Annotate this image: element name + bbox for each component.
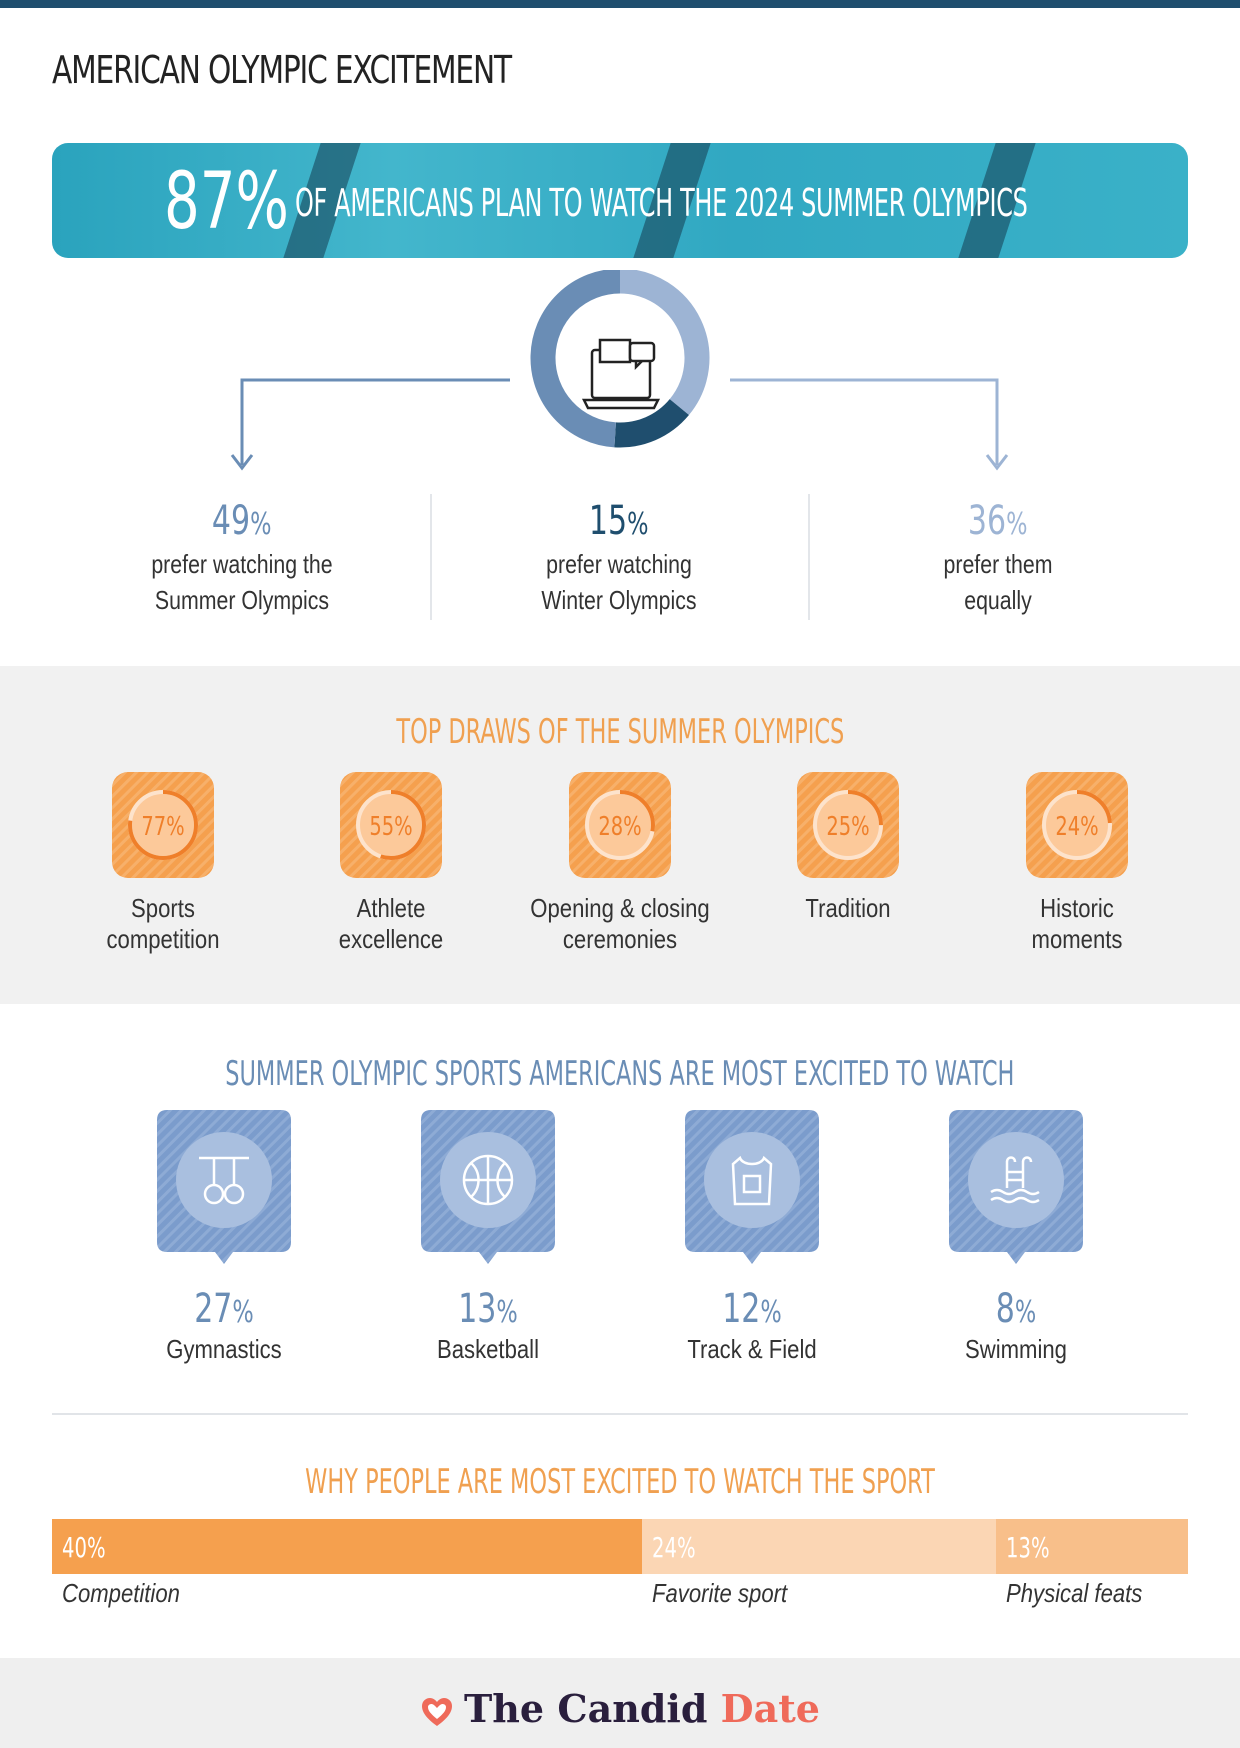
draw-progress-ring	[1042, 790, 1112, 860]
sport-item: 13% Basketball	[368, 1110, 608, 1365]
right-arrow-head	[985, 454, 1009, 471]
footer	[0, 1658, 1240, 1748]
draw-progress-ring	[356, 790, 426, 860]
draw-pct: 77%	[141, 812, 184, 841]
draw-pct: 28%	[598, 812, 641, 841]
sport-item: 12% Track & Field	[632, 1110, 872, 1365]
right-arrow-line	[730, 378, 999, 465]
draw-badge: 77%	[112, 772, 214, 878]
pref-label: prefer watching Winter Olympics	[541, 549, 697, 615]
sport-label: Gymnastics	[166, 1334, 282, 1364]
pref-value: 49%	[212, 498, 272, 544]
divider	[430, 494, 432, 620]
divider	[808, 494, 810, 620]
preference-donut-chart	[230, 270, 1009, 471]
jersey-icon	[731, 1155, 773, 1206]
draw-label: Athlete excellence	[338, 893, 444, 954]
draw-badge: 24%	[1026, 772, 1128, 878]
why-bar-segment: 24%	[642, 1519, 996, 1574]
top-draw-item: 55% Athlete excellence	[276, 772, 506, 955]
donut-group	[530, 270, 710, 448]
top-draw-item: 77% Sports competition	[48, 772, 278, 955]
pref-summer: 49% prefer watching the Summer Olympics	[82, 498, 402, 618]
donut-slice	[614, 398, 689, 448]
sport-label: Track & Field	[687, 1334, 817, 1364]
draw-label: Tradition	[805, 893, 891, 923]
sport-item: 27% Gymnastics	[104, 1110, 344, 1365]
why-bar-value: 24%	[652, 1531, 696, 1564]
sport-item: 8% Swimming	[896, 1110, 1136, 1365]
sport-label: Swimming	[965, 1334, 1067, 1364]
divider	[52, 1413, 1188, 1415]
basketball-icon	[462, 1154, 514, 1206]
headline-percent: 87%	[164, 157, 289, 247]
left-arrow-line	[240, 378, 510, 465]
draw-pct: 24%	[1055, 812, 1098, 841]
draw-badge: 25%	[797, 772, 899, 878]
why-bar-label: Favorite sport	[652, 1578, 788, 1608]
draw-progress-ring	[128, 790, 198, 860]
page-title: AMERICAN OLYMPIC EXCITEMENT	[52, 48, 512, 92]
draw-badge: 28%	[569, 772, 671, 878]
draw-progress-ring	[813, 790, 883, 860]
pref-winter: 15% prefer watching Winter Olympics	[459, 498, 779, 618]
why-bar-label: Physical feats	[1006, 1578, 1143, 1608]
donut-slice	[530, 270, 621, 448]
headline-text: OF AMERICANS PLAN TO WATCH THE 2024 SUMM…	[295, 181, 1028, 225]
why-title: WHY PEOPLE ARE MOST EXCITED TO WATCH THE…	[305, 1462, 935, 1502]
sport-pct: 12%	[722, 1286, 782, 1332]
headline-banner: 87% OF AMERICANS PLAN TO WATCH THE 2024 …	[52, 143, 1188, 258]
why-bar-value: 40%	[62, 1531, 106, 1564]
sport-pct: 13%	[458, 1286, 518, 1332]
pref-value: 15%	[589, 498, 649, 544]
top-draw-item: 25% Tradition	[733, 772, 963, 924]
draw-progress-ring	[585, 790, 655, 860]
why-bar-value: 13%	[1006, 1531, 1050, 1564]
top-draws-title: TOP DRAWS OF THE SUMMER OLYMPICS	[396, 712, 844, 752]
why-bar-label: Competition	[62, 1578, 180, 1608]
gymnastics-rings-icon	[199, 1156, 249, 1205]
draw-badge: 55%	[340, 772, 442, 878]
laptop-icon	[581, 338, 661, 410]
sport-pct: 27%	[194, 1286, 254, 1332]
draw-label: Historic moments	[1031, 893, 1123, 954]
top-accent-bar	[0, 0, 1240, 8]
draw-pct: 25%	[826, 812, 869, 841]
brand-logo: The Candid Date	[0, 1686, 1240, 1731]
pool-ladder-icon	[990, 1156, 1040, 1204]
pref-label: prefer watching the Summer Olympics	[151, 549, 333, 615]
sport-label: Basketball	[437, 1334, 539, 1364]
draw-label: Opening & closing ceremonies	[530, 893, 710, 954]
left-arrow-head	[230, 454, 254, 471]
sport-badge	[685, 1110, 819, 1264]
why-bar-segment: 40%	[52, 1519, 642, 1574]
draw-pct: 55%	[369, 812, 412, 841]
sport-pct: 8%	[995, 1286, 1037, 1332]
pref-label: prefer them equally	[943, 549, 1053, 615]
draw-label: Sports competition	[106, 893, 220, 954]
sport-badge	[949, 1110, 1083, 1264]
pref-equal: 36% prefer them equally	[838, 498, 1158, 618]
sports-title: SUMMER OLYMPIC SPORTS AMERICANS ARE MOST…	[225, 1054, 1015, 1094]
heart-icon	[422, 1697, 453, 1726]
why-bar-segment: 13%	[996, 1519, 1188, 1574]
top-draw-item: 28% Opening & closing ceremonies	[505, 772, 735, 955]
top-draw-item: 24% Historic moments	[962, 772, 1192, 955]
donut-slice	[619, 270, 710, 416]
sport-badge	[157, 1110, 291, 1264]
pref-value: 36%	[968, 498, 1028, 544]
sport-badge	[421, 1110, 555, 1264]
